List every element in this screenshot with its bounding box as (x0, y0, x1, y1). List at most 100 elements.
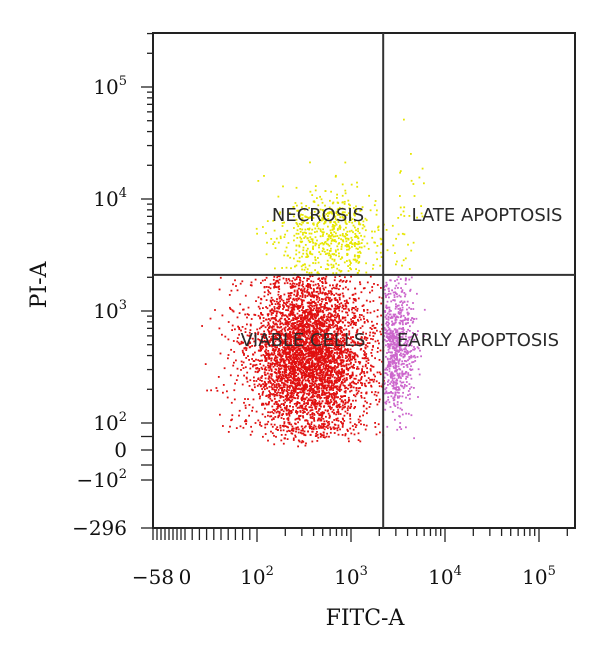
event-dot (290, 363, 293, 366)
event-dot (363, 235, 366, 238)
event-dot (235, 285, 237, 287)
event-dot (277, 281, 280, 284)
event-dot (350, 236, 353, 239)
event-dot (318, 343, 321, 346)
event-dot (319, 304, 322, 307)
event-dot (261, 380, 263, 382)
event-dot (324, 436, 326, 439)
event-dot (315, 334, 318, 337)
event-dot (268, 379, 271, 382)
event-dot (343, 390, 346, 393)
event-dot (337, 307, 340, 310)
event-dot (295, 276, 298, 279)
event-dot (249, 363, 252, 365)
event-dot (329, 333, 332, 335)
event-dot (324, 293, 326, 296)
event-dot (315, 325, 318, 327)
event-dot (347, 308, 350, 310)
event-dot (349, 375, 351, 377)
event-dot (257, 359, 260, 361)
event-dot (374, 200, 377, 202)
event-dot (321, 321, 323, 324)
event-dot (277, 305, 280, 308)
event-dot (307, 362, 310, 364)
event-dot (297, 287, 300, 290)
event-dot (333, 294, 335, 296)
event-dot (296, 299, 298, 302)
event-dot (359, 250, 361, 253)
event-dot (334, 175, 337, 178)
event-dot (283, 403, 285, 406)
event-dot (329, 407, 331, 409)
event-dot (350, 365, 353, 368)
event-dot (303, 358, 306, 361)
event-dot (300, 366, 303, 369)
event-dot (249, 284, 252, 286)
event-dot (355, 247, 358, 250)
event-dot (377, 339, 379, 342)
event-dot (274, 338, 277, 340)
event-dot (308, 379, 311, 382)
event-dot (329, 408, 332, 411)
event-dot (342, 359, 345, 362)
event-dot (332, 315, 335, 318)
event-dot (232, 340, 235, 342)
event-dot (266, 324, 269, 327)
event-dot (335, 272, 338, 274)
event-dot (262, 390, 265, 393)
event-dot (292, 365, 294, 368)
event-dot (258, 307, 261, 310)
event-dot (265, 340, 267, 343)
event-dot (336, 429, 339, 432)
event-dot (301, 206, 303, 209)
event-dot (325, 340, 328, 342)
event-dot (296, 260, 299, 263)
event-dot (329, 327, 332, 329)
event-dot (314, 347, 317, 349)
event-dot (310, 304, 313, 307)
event-dot (332, 344, 334, 347)
event-dot (264, 279, 266, 281)
event-dot (276, 359, 278, 361)
event-dot (284, 233, 286, 236)
event-dot (332, 394, 335, 396)
event-dot (268, 395, 271, 397)
event-dot (304, 419, 306, 422)
event-dot (280, 360, 283, 362)
event-dot (276, 356, 279, 359)
event-dot (338, 288, 340, 291)
event-dot (305, 330, 308, 333)
event-dot (328, 393, 331, 396)
event-dot (358, 221, 360, 224)
event-dot (347, 430, 349, 432)
event-dot (273, 342, 276, 344)
event-dot (309, 161, 311, 164)
event-dot (306, 392, 308, 395)
event-dot (325, 360, 328, 363)
event-dot (285, 363, 288, 366)
event-dot (261, 345, 264, 347)
event-dot (251, 406, 254, 409)
event-dot (249, 379, 252, 382)
event-dot (353, 315, 356, 317)
event-dot (267, 293, 269, 296)
event-dot (283, 254, 286, 257)
event-dot (260, 326, 263, 329)
event-dot (275, 346, 278, 349)
event-dot (289, 331, 291, 333)
event-dot (325, 315, 328, 318)
event-dot (305, 317, 308, 320)
event-dot (315, 320, 318, 322)
event-dot (234, 279, 236, 282)
event-dot (321, 325, 323, 328)
event-dot (270, 423, 273, 426)
event-dot (331, 258, 334, 261)
event-dot (326, 232, 328, 235)
event-dot (303, 310, 306, 312)
event-dot (332, 398, 335, 401)
event-dot (283, 388, 286, 391)
event-dot (339, 385, 342, 388)
event-dot (339, 376, 342, 379)
event-dot (298, 344, 301, 347)
event-dot (297, 377, 299, 380)
